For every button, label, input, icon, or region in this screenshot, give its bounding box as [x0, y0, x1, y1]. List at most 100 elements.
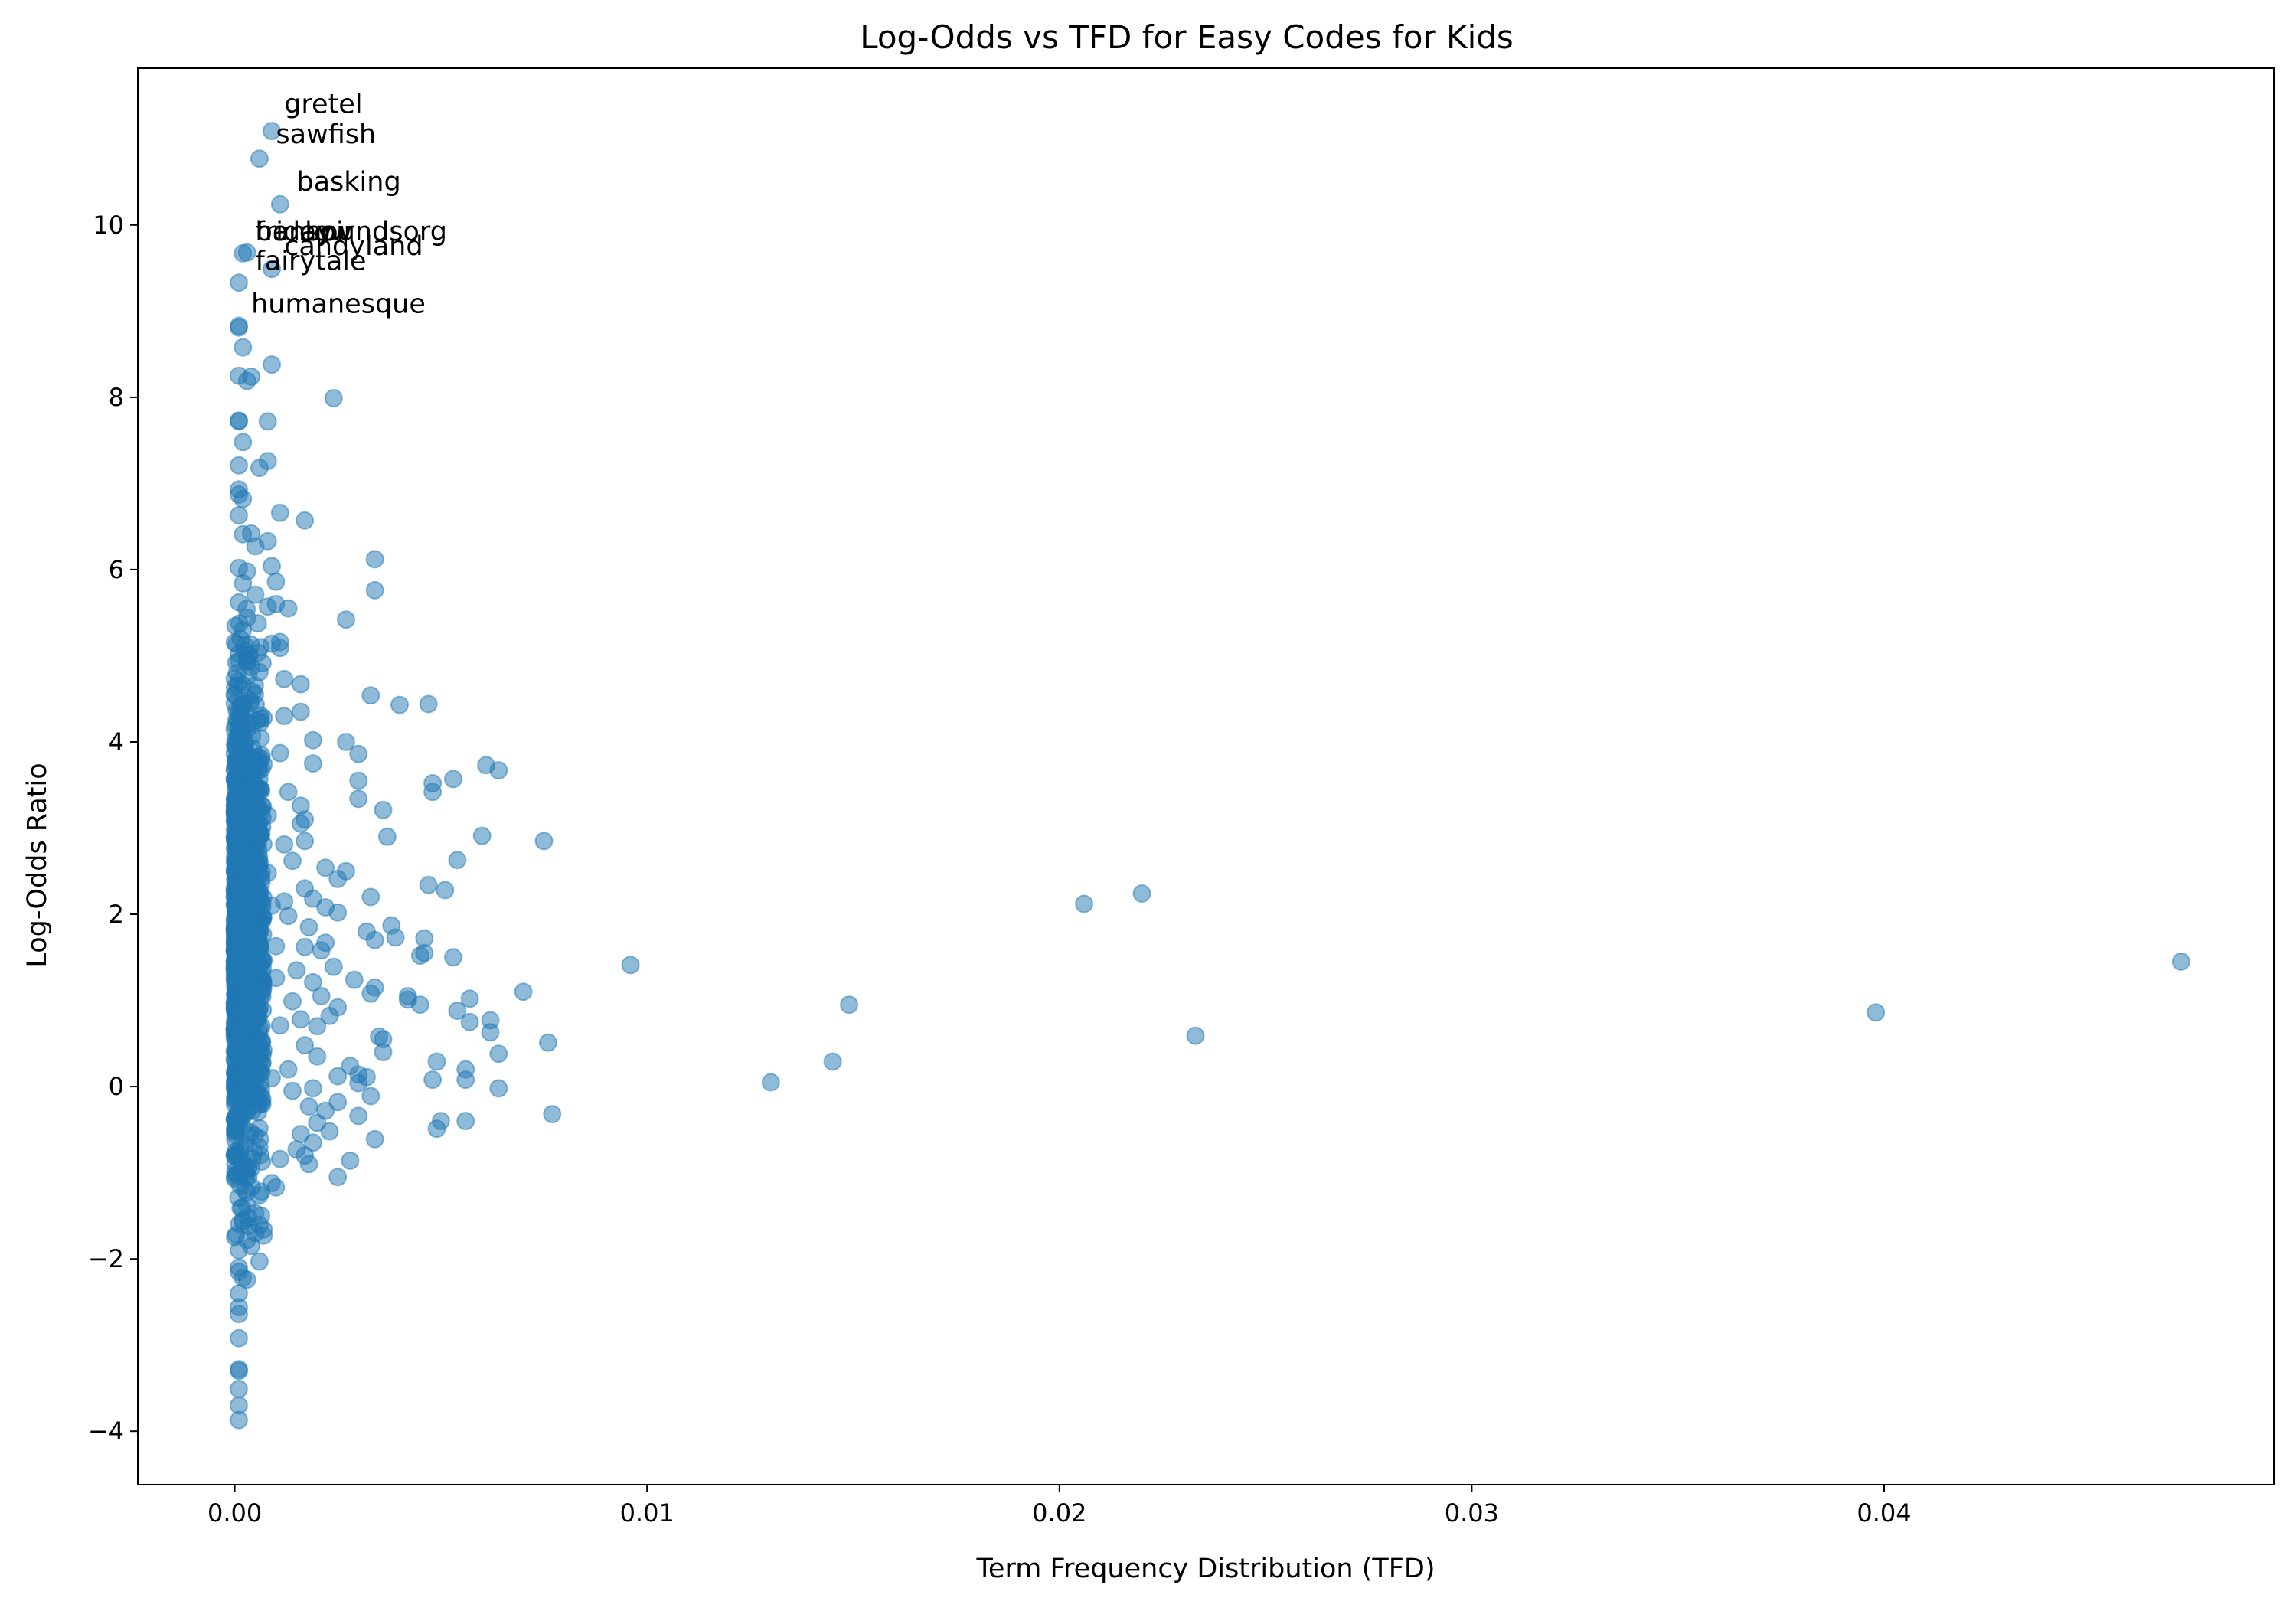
x-tick-label: 0.02 [1032, 1498, 1086, 1528]
data-point [283, 992, 302, 1011]
data-point [299, 1097, 318, 1116]
data-point [303, 1133, 322, 1152]
data-point [489, 1044, 508, 1064]
x-tick-label: 0.04 [1857, 1498, 1911, 1528]
data-point [345, 970, 364, 989]
data-point [538, 1033, 557, 1052]
data-point [250, 1045, 269, 1064]
data-point [296, 1036, 315, 1055]
data-point [299, 1155, 318, 1174]
data-point [361, 984, 380, 1003]
data-point [258, 864, 277, 882]
y-tick-label: 0 [109, 1072, 124, 1101]
data-point [230, 273, 248, 292]
data-point [230, 412, 248, 431]
data-point [365, 1129, 384, 1149]
data-point [365, 550, 384, 569]
data-point [263, 260, 281, 279]
x-axis-ticks: 0.00 0.01 0.02 0.03 0.04 [207, 1485, 1912, 1528]
data-point [230, 593, 248, 612]
data-point [279, 1060, 298, 1079]
data-point [390, 695, 409, 714]
data-point [266, 936, 286, 956]
data-point [234, 573, 253, 593]
y-tick-label: 2 [109, 900, 124, 929]
data-point [448, 851, 467, 870]
data-point [263, 355, 281, 374]
data-point [275, 835, 294, 854]
y-axis-label: Log-Odds Ratio [22, 763, 53, 967]
data-point [275, 669, 294, 688]
data-point [761, 1073, 780, 1092]
data-point [2171, 952, 2190, 971]
data-point [230, 456, 248, 475]
data-point [328, 869, 348, 888]
data-point [275, 707, 294, 726]
data-point [291, 814, 310, 833]
data-point [230, 1240, 248, 1260]
annotation-label: bonsoir [256, 217, 355, 247]
data-point [312, 987, 331, 1005]
data-point [1132, 884, 1151, 903]
data-point [279, 907, 298, 926]
data-point [349, 789, 368, 809]
data-points [225, 122, 2190, 1430]
data-point [324, 957, 343, 976]
data-point [423, 1070, 443, 1090]
data-point [361, 1087, 380, 1106]
data-point [250, 884, 269, 903]
x-tick-label: 0.03 [1445, 1498, 1499, 1528]
data-point [237, 243, 256, 262]
data-point [349, 744, 368, 763]
x-tick-label: 0.00 [207, 1498, 262, 1528]
data-point [231, 1051, 250, 1070]
data-point [230, 1361, 248, 1381]
data-point [287, 961, 306, 980]
data-point [235, 969, 254, 988]
data-point [303, 889, 322, 908]
data-point [263, 122, 281, 141]
annotation-label: friday [256, 217, 333, 247]
data-point [229, 788, 248, 806]
data-point [489, 1079, 508, 1098]
data-point [234, 489, 253, 508]
data-point [456, 1112, 475, 1131]
data-point [427, 1052, 446, 1071]
data-point [377, 827, 397, 846]
data-point [230, 1410, 248, 1430]
data-point [251, 729, 270, 748]
data-point [247, 830, 266, 849]
data-point [230, 1328, 248, 1348]
data-point [328, 1168, 348, 1187]
data-point [299, 917, 318, 936]
data-point [234, 338, 253, 357]
data-point [365, 930, 384, 949]
data-point [410, 995, 429, 1015]
data-point [227, 832, 247, 851]
data-point [237, 371, 256, 390]
data-point [374, 1043, 393, 1062]
data-point [316, 858, 335, 877]
chart-title: Log-Odds vs TFD for Easy Codes for Kids [860, 18, 1514, 56]
point-annotations: gretelsawfishbaskingbonsoirfridayharcowh… [251, 90, 447, 320]
data-point [230, 1380, 248, 1399]
x-tick-label: 0.01 [620, 1498, 674, 1528]
data-point [254, 950, 273, 969]
annotation-label: harcow [256, 217, 353, 247]
data-point [250, 149, 269, 168]
annotation-label: sawfish [276, 119, 376, 150]
data-point [234, 620, 253, 639]
annotation-label: gretel [284, 90, 362, 120]
data-point [324, 389, 343, 407]
data-point [337, 610, 355, 629]
data-point [349, 1073, 368, 1093]
data-point [231, 1142, 250, 1161]
data-point [361, 887, 380, 907]
y-axis-ticks: −4 −2 0 2 4 6 8 10 [88, 211, 138, 1446]
x-axis-label: Term Frequency Distribution (TFD) [976, 1554, 1435, 1584]
data-point [225, 669, 244, 688]
data-point [349, 771, 368, 790]
data-point [621, 956, 640, 975]
annotation-label: houndsorg [305, 217, 447, 247]
